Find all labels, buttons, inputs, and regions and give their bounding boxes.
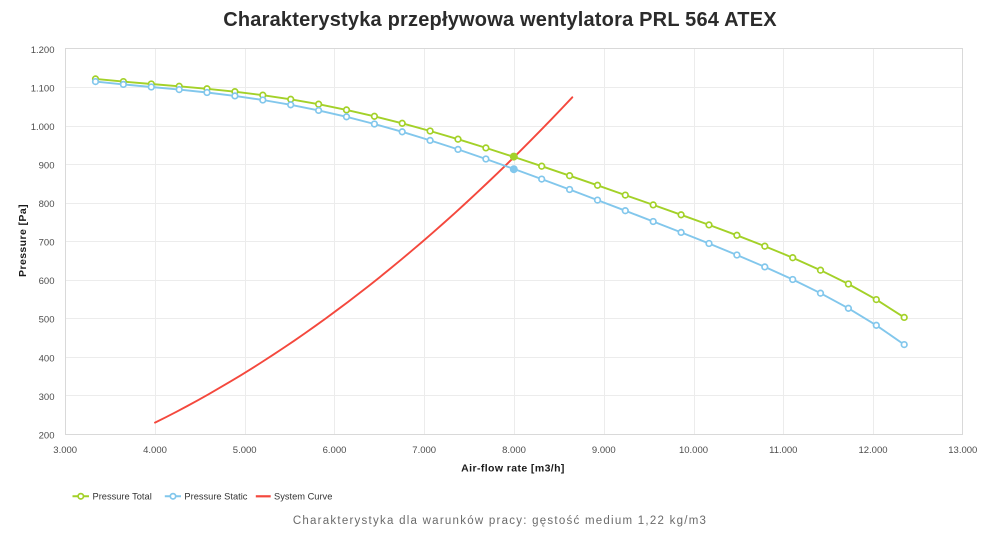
svg-text:12.000: 12.000: [858, 445, 887, 456]
svg-text:System Curve: System Curve: [274, 492, 332, 502]
svg-text:700: 700: [39, 238, 55, 249]
svg-text:7.000: 7.000: [412, 445, 436, 456]
svg-text:500: 500: [39, 315, 55, 326]
svg-text:13.000: 13.000: [948, 445, 977, 456]
svg-text:1.100: 1.100: [31, 83, 55, 94]
svg-text:Air-flow rate [m3/h]: Air-flow rate [m3/h]: [461, 463, 565, 475]
svg-text:11.000: 11.000: [769, 445, 797, 456]
svg-text:400: 400: [39, 353, 55, 364]
svg-text:4.000: 4.000: [143, 445, 167, 456]
svg-text:Pressure [Pa]: Pressure [Pa]: [17, 204, 29, 277]
svg-text:Pressure Total: Pressure Total: [93, 492, 152, 502]
svg-text:1.000: 1.000: [31, 122, 55, 133]
svg-text:8.000: 8.000: [502, 445, 526, 456]
svg-text:3.000: 3.000: [53, 445, 77, 456]
svg-text:6.000: 6.000: [323, 445, 347, 456]
svg-text:800: 800: [39, 199, 55, 210]
svg-text:1.200: 1.200: [31, 45, 55, 56]
svg-text:10.000: 10.000: [679, 445, 708, 456]
svg-text:900: 900: [39, 161, 55, 172]
svg-text:300: 300: [39, 392, 55, 403]
svg-text:Pressure Static: Pressure Static: [184, 492, 247, 502]
svg-text:9.000: 9.000: [592, 445, 616, 456]
svg-text:5.000: 5.000: [233, 445, 257, 456]
svg-text:200: 200: [39, 430, 55, 441]
svg-text:600: 600: [39, 276, 55, 287]
